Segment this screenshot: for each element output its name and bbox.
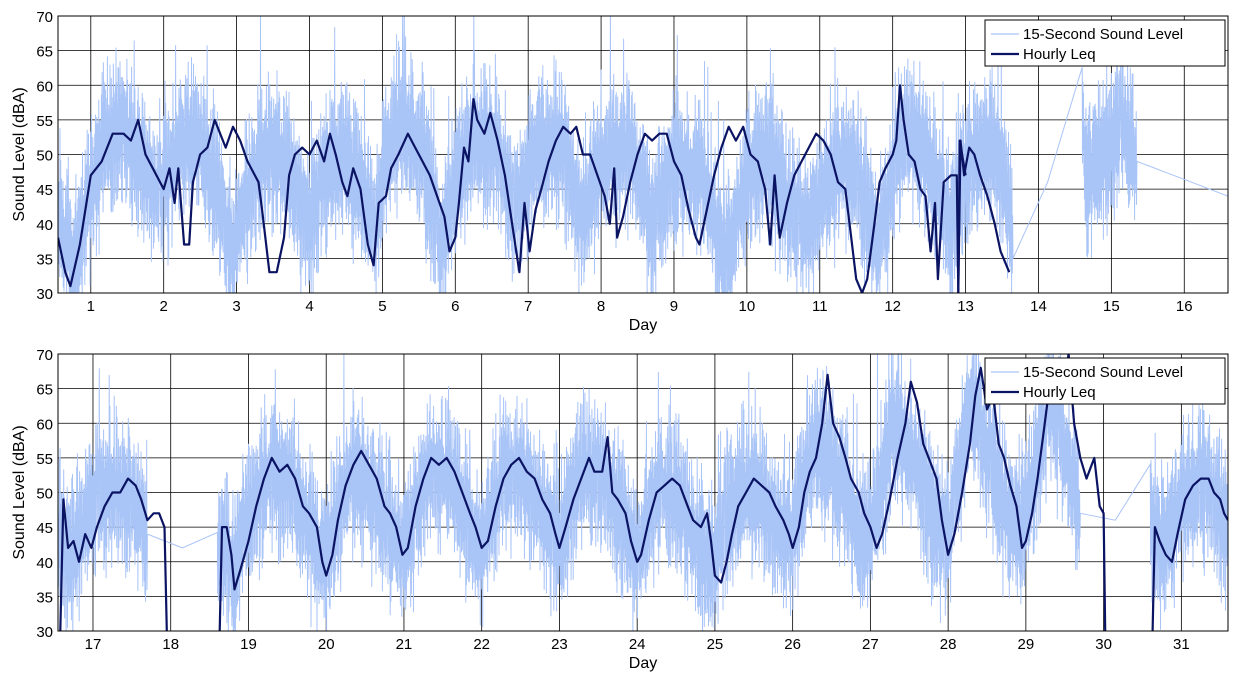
x-tick-label: 3 <box>232 298 240 315</box>
y-tick-label: 50 <box>36 486 53 503</box>
x-axis-label: Day <box>629 655 657 672</box>
x-tick-label: 9 <box>670 298 678 315</box>
x-tick-label: 16 <box>1176 298 1193 315</box>
y-tick-label: 60 <box>36 416 53 433</box>
x-tick-label: 7 <box>524 298 532 315</box>
axes-frame <box>57 353 1229 632</box>
x-tick-label: 18 <box>162 636 179 653</box>
x-tick-label: 14 <box>1030 298 1047 315</box>
x-tick-label: 22 <box>473 636 490 653</box>
y-tick-label: 55 <box>36 113 53 130</box>
bottom-chart-panel: 30 35 40 45 50 55 60 65 70 17 18 19 20 21 22 23 24 25 26 27… <box>0 338 1233 675</box>
y-axis-label: Sound Level (dBA) <box>11 425 28 559</box>
y-tick-label: 55 <box>36 451 53 468</box>
y-tick-label: 35 <box>36 251 53 268</box>
x-tick-label: 27 <box>862 636 879 653</box>
bottom-chart: 30 35 40 45 50 55 60 65 70 17 18 19 20 21 22 23 24 25 26 27… <box>11 347 1229 672</box>
x-tick-label: 26 <box>784 636 801 653</box>
series-hourly-leq-line <box>1151 477 1228 631</box>
legend-hourly-leq-label: Hourly Leq <box>1023 46 1096 63</box>
legend-15-second-label: 15-Second Sound Level <box>1023 26 1183 43</box>
x-tick-label: 8 <box>597 298 605 315</box>
y-tick-label: 65 <box>36 44 53 61</box>
axes-frame <box>57 15 1229 294</box>
series-hourly-leq-line <box>59 477 168 631</box>
y-tick-label: 45 <box>36 182 53 199</box>
x-tick-label: 13 <box>957 298 974 315</box>
legend: 15-Second Sound Level Hourly Leq <box>984 19 1226 67</box>
x-axis-label: Day <box>629 317 657 334</box>
x-tick-label: 31 <box>1173 636 1190 653</box>
series-hourly-leq-line <box>218 354 1107 631</box>
x-tick-label: 2 <box>160 298 168 315</box>
series-hourly-leq-line <box>957 139 967 293</box>
y-tick-label: 30 <box>36 624 53 641</box>
y-tick-label: 65 <box>36 382 53 399</box>
x-tick-label: 23 <box>551 636 568 653</box>
x-tick-label: 4 <box>305 298 313 315</box>
x-tick-label: 12 <box>884 298 901 315</box>
y-tick-label: 40 <box>36 555 53 572</box>
y-tick-label: 60 <box>36 78 53 95</box>
x-tick-label: 29 <box>1018 636 1035 653</box>
x-tick-label: 25 <box>707 636 724 653</box>
series-15-second-line <box>58 16 1228 293</box>
y-tick-label: 30 <box>36 286 53 303</box>
top-chart-panel: 30 35 40 45 50 55 60 65 70 1 2 3 4 5 6 7 8 9 10 11 12 13 14 15 1… <box>0 0 1233 337</box>
y-tick-label: 35 <box>36 589 53 606</box>
x-tick-label: 11 <box>812 298 828 315</box>
series-hourly-leq-line <box>58 84 1011 293</box>
y-tick-label: 50 <box>36 148 53 165</box>
x-tick-label: 1 <box>87 298 95 315</box>
x-tick-label: 28 <box>940 636 957 653</box>
y-tick-label: 70 <box>36 9 53 26</box>
x-tick-label: 20 <box>318 636 335 653</box>
x-tick-label: 6 <box>451 298 459 315</box>
x-tick-label: 24 <box>629 636 646 653</box>
legend-hourly-leq-label: Hourly Leq <box>1023 384 1096 401</box>
y-tick-label: 45 <box>36 520 53 537</box>
legend: 15-Second Sound Level Hourly Leq <box>984 357 1226 405</box>
x-tick-label: 15 <box>1103 298 1120 315</box>
legend-15-second-label: 15-Second Sound Level <box>1023 364 1183 381</box>
x-tick-label: 19 <box>240 636 257 653</box>
y-tick-label: 40 <box>36 217 53 234</box>
x-tick-label: 17 <box>85 636 102 653</box>
x-tick-label: 21 <box>396 636 413 653</box>
y-axis-label: Sound Level (dBA) <box>11 87 28 221</box>
x-tick-label: 30 <box>1095 636 1112 653</box>
x-tick-label: 5 <box>378 298 386 315</box>
y-tick-label: 70 <box>36 347 53 364</box>
x-tick-label: 10 <box>739 298 756 315</box>
